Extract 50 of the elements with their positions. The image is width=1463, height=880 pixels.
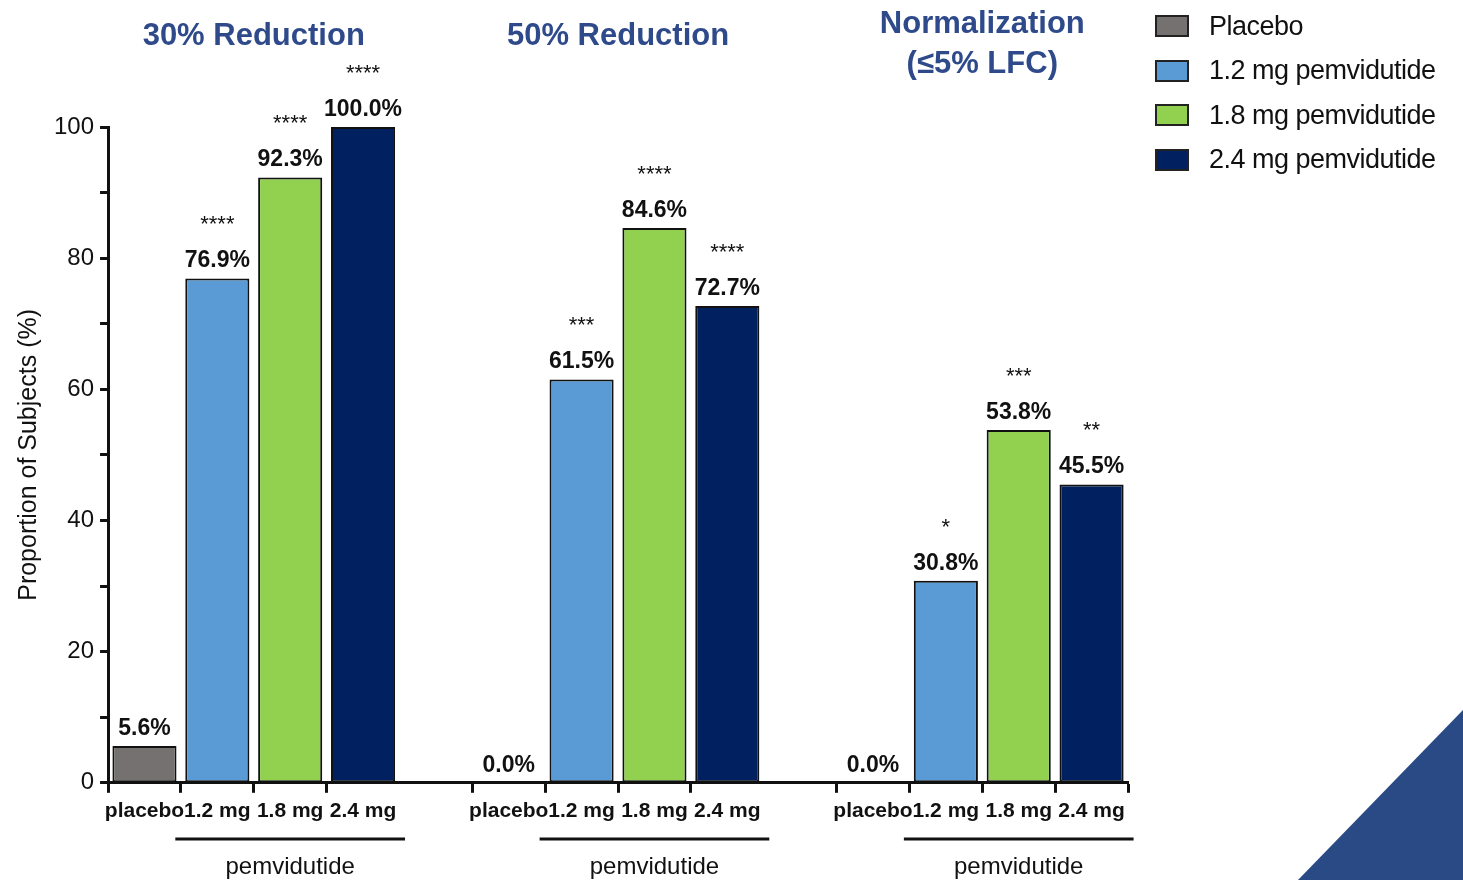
text: pemvidutide	[589, 852, 720, 879]
data-label: 45.5%	[1058, 452, 1125, 479]
data-label: 76.9%	[184, 246, 250, 273]
data-label: 72.7%	[694, 273, 760, 300]
legend-label: 2.4 mg pemvidutide	[1209, 144, 1436, 176]
annotation: ****	[637, 160, 673, 186]
x-tick-label: 2.4 mg	[1058, 798, 1125, 822]
legend-label: 1.8 mg pemvidutide	[1209, 99, 1436, 131]
x-tick-label: 1.8 mg	[985, 798, 1052, 822]
x-tick-label: 1.2 mg	[184, 798, 251, 822]
y-tick-label: 40	[67, 505, 95, 533]
x-tick-label: 2.4 mg	[329, 798, 397, 822]
data-label: 61.5%	[548, 347, 615, 374]
x-tick-label: 1.2 mg	[912, 798, 980, 822]
legend-label: Placebo	[1209, 10, 1304, 42]
y-tick-label: 100	[54, 111, 95, 139]
data-label: 53.8%	[986, 397, 1052, 424]
y-tick-label: 60	[67, 373, 95, 401]
annotation: **	[1083, 417, 1101, 443]
text: ****	[345, 60, 381, 85]
data-label: 100.0%	[324, 94, 403, 121]
text: 50% Reduction	[506, 17, 730, 52]
data-label: 30.8%	[913, 548, 979, 575]
text: pemvidutide	[225, 852, 355, 879]
x-tick-label: placebo	[104, 798, 185, 822]
legend-label: 1.2 mg pemvidutide	[1209, 55, 1436, 87]
text: Normalization (≤5% LFC)	[879, 5, 1085, 80]
x-tick-label: 1.8 mg	[621, 798, 688, 822]
annotation: *	[941, 513, 951, 539]
y-tick-label: 80	[67, 242, 95, 270]
annotation: ***	[1005, 362, 1032, 388]
text: 30% Reduction	[142, 17, 365, 52]
data-label: 0.0%	[846, 750, 900, 777]
annotation: ****	[200, 211, 235, 237]
data-label: 84.6%	[621, 195, 688, 222]
x-tick-label: placebo	[469, 798, 549, 822]
annotation: ****	[273, 110, 308, 136]
data-label: 0.0%	[482, 750, 535, 777]
x-tick-label: placebo	[833, 798, 913, 822]
x-tick-label: 1.2 mg	[548, 798, 615, 822]
x-tick-label: 1.8 mg	[256, 798, 324, 822]
annotation: ****	[710, 239, 745, 265]
data-label: 5.6%	[118, 713, 171, 740]
text: pemvidutide	[954, 852, 1084, 879]
y-tick-label: 0	[80, 767, 95, 795]
x-tick-label: 2.4 mg	[694, 798, 761, 822]
annotation: ***	[568, 312, 595, 338]
data-label: 92.3%	[257, 145, 323, 172]
y-tick-label: 20	[67, 636, 95, 664]
y-axis-title: Proportion of Subjects (%)	[12, 309, 41, 601]
